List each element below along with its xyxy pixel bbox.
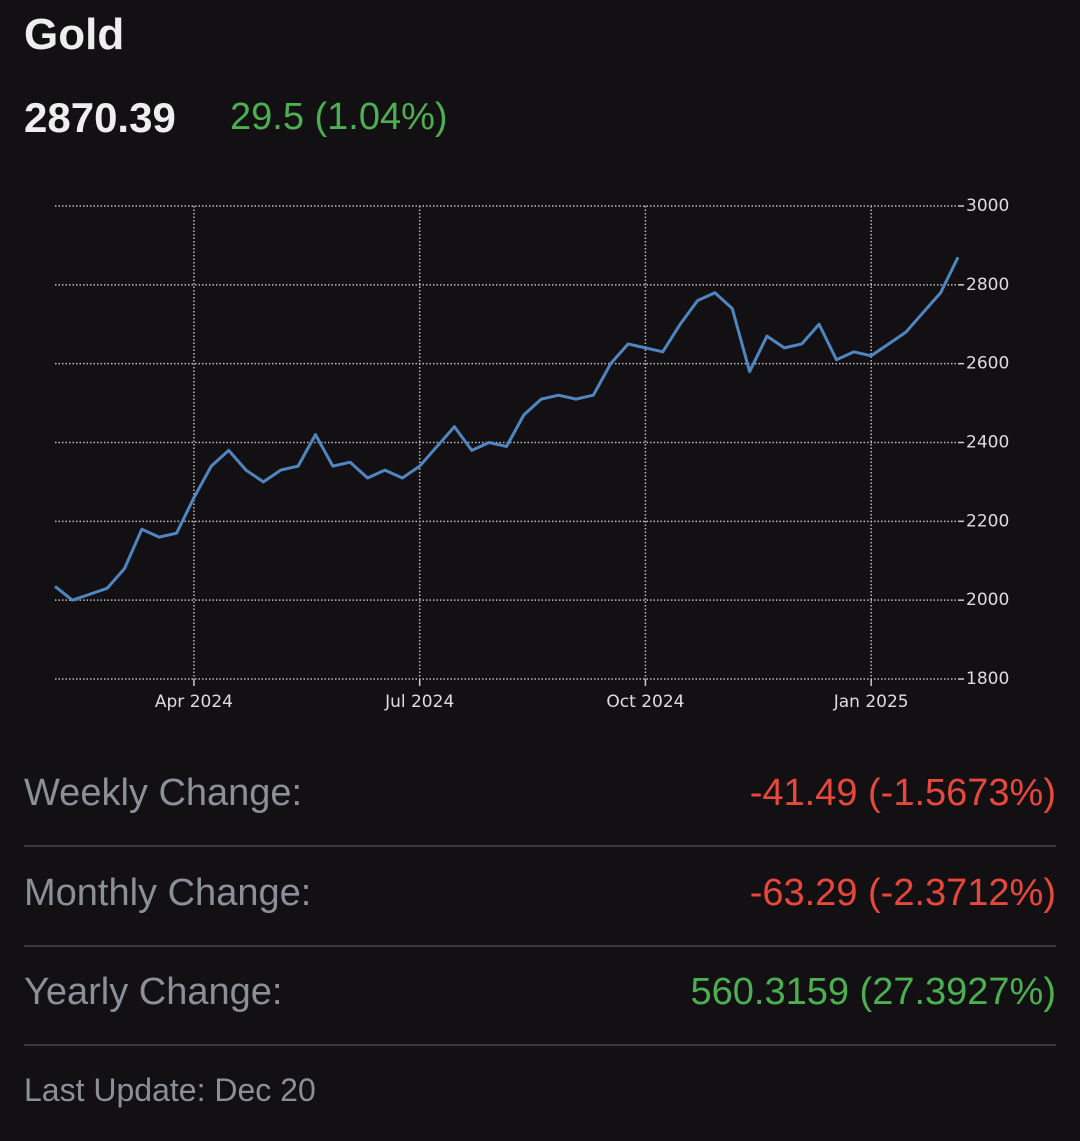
title: Gold (24, 10, 125, 59)
change-value: -41.49 (-1.5673%) (749, 772, 1056, 814)
y-tick-label: 2400 (966, 433, 1009, 453)
price: 2870.39 (24, 94, 176, 141)
price-line (54, 256, 960, 602)
x-tick-label: Oct 2024 (606, 692, 684, 712)
x-tick-label: Jul 2024 (384, 692, 454, 712)
last-update: Last Update: Dec 20 (24, 1072, 316, 1108)
change-value: 560.3159 (27.3927%) (690, 971, 1056, 1013)
y-tick-label: 1800 (966, 669, 1009, 689)
change-row: Weekly Change: -41.49 (-1.5673%) (24, 746, 1056, 847)
change-label: Monthly Change: (24, 871, 312, 914)
chart: 1800 2000 2200 2400 2600 2800 3000 Apr 2024 Jul … (54, 196, 1009, 712)
y-tick-label: 2800 (966, 275, 1009, 295)
x-tick-label: Apr 2024 (155, 692, 233, 712)
change-label: Yearly Change: (24, 971, 283, 1013)
y-tick-label: 2200 (966, 511, 1009, 531)
y-tick-label: 2000 (966, 590, 1009, 610)
change-label: Weekly Change: (24, 772, 303, 814)
x-tick-label: Jan 2025 (833, 692, 909, 712)
change-value: -63.29 (-2.3712%) (749, 871, 1056, 914)
change-row: Monthly Change: -63.29 (-2.3712%) (24, 846, 1056, 947)
y-tick-label: 2600 (966, 354, 1009, 374)
y-tick-label: 3000 (966, 196, 1009, 216)
price-change: 29.5 (1.04%) (230, 96, 448, 138)
change-row: Yearly Change: 560.3159 (27.3927%) (24, 945, 1056, 1046)
